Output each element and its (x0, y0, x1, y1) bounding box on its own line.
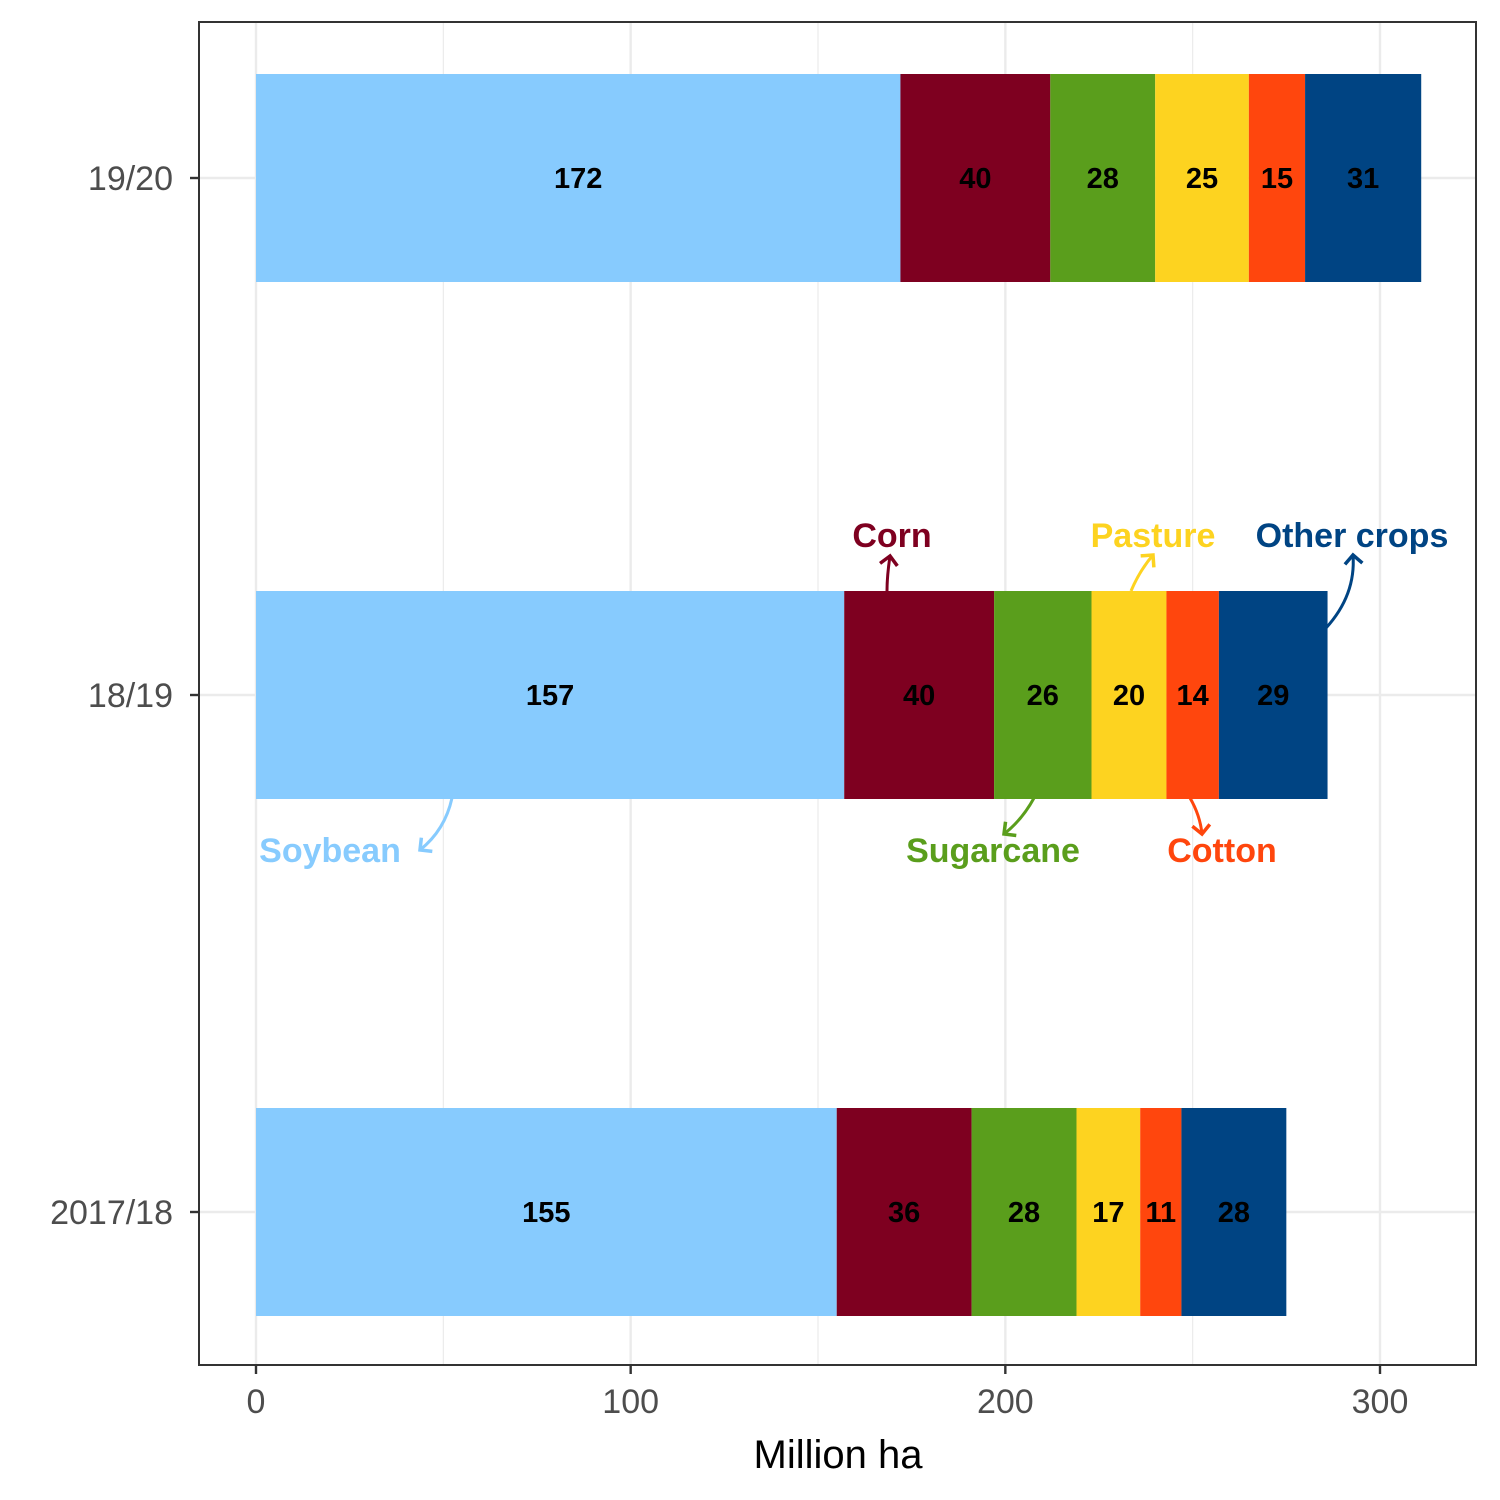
data-label: 26 (1027, 680, 1059, 712)
bar-segment (836, 1108, 972, 1316)
data-label: 40 (959, 163, 991, 195)
annotation-arrow (1324, 552, 1364, 630)
data-label: 11 (1145, 1197, 1176, 1229)
bar-segment (1305, 74, 1422, 282)
data-label: 20 (1113, 680, 1145, 712)
annotation-arrow (418, 797, 454, 854)
annotation-arrow (879, 553, 899, 592)
data-label: 29 (1257, 680, 1289, 712)
bar-segment (1091, 591, 1167, 799)
panel-border (198, 21, 1477, 1366)
data-label: 31 (1347, 163, 1379, 195)
series-label: Sugarcane (906, 832, 1080, 870)
data-label: 28 (1218, 1197, 1250, 1229)
annotation-arrow (1129, 553, 1156, 592)
x-tick-label: 0 (247, 1383, 266, 1421)
data-label: 25 (1186, 163, 1218, 195)
data-label: 28 (1087, 163, 1119, 195)
bar-segment (1140, 1108, 1182, 1316)
bar-segment (1248, 74, 1306, 282)
bar-segment (1181, 1108, 1287, 1316)
bar-segment (844, 591, 995, 799)
annotation-arrow (1002, 797, 1036, 838)
bar-segment (1218, 591, 1328, 799)
bar-segment (256, 1108, 837, 1316)
x-tick-label: 100 (602, 1383, 659, 1421)
bar-segment (1076, 1108, 1141, 1316)
series-label: Cotton (1167, 832, 1277, 870)
bar-segment (971, 1108, 1077, 1316)
x-axis-title: Million ha (754, 1433, 924, 1477)
bar-segment (256, 74, 901, 282)
bar-segment (1050, 74, 1156, 282)
data-label: 17 (1092, 1197, 1124, 1229)
x-tick-label: 300 (1352, 1383, 1409, 1421)
bar-segment (256, 591, 845, 799)
y-tick-label: 18/19 (88, 677, 173, 715)
bar-segment (1166, 591, 1219, 799)
data-label: 36 (888, 1197, 920, 1229)
data-label: 157 (526, 680, 574, 712)
bar-segment (900, 74, 1051, 282)
bar-segment (1155, 74, 1249, 282)
axes: 0 100 200 300 2017/18 18/19 19/20 (50, 160, 1408, 1421)
bars (256, 74, 1422, 1316)
series-annotations: Soybean Corn Sugarcane Pasture Cotton Other c… (259, 517, 1448, 870)
data-label: 14 (1177, 680, 1209, 712)
series-label: Corn (852, 517, 931, 555)
data-label: 172 (554, 163, 602, 195)
bar-segment (994, 591, 1092, 799)
y-tick-label: 2017/18 (50, 1194, 173, 1232)
data-label: 28 (1008, 1197, 1040, 1229)
data-labels: 155 36 28 17 11 28 157 40 26 20 14 29 172 40 28 25 15 31 (522, 163, 1379, 1229)
annotation-arrow (1188, 797, 1212, 837)
series-label: Other crops (1256, 517, 1449, 555)
data-label: 40 (903, 680, 935, 712)
series-label: Soybean (259, 832, 401, 870)
data-label: 155 (522, 1197, 570, 1229)
data-label: 15 (1261, 163, 1293, 195)
series-label: Pasture (1091, 517, 1216, 555)
x-tick-label: 200 (977, 1383, 1034, 1421)
y-tick-label: 19/20 (88, 160, 173, 198)
